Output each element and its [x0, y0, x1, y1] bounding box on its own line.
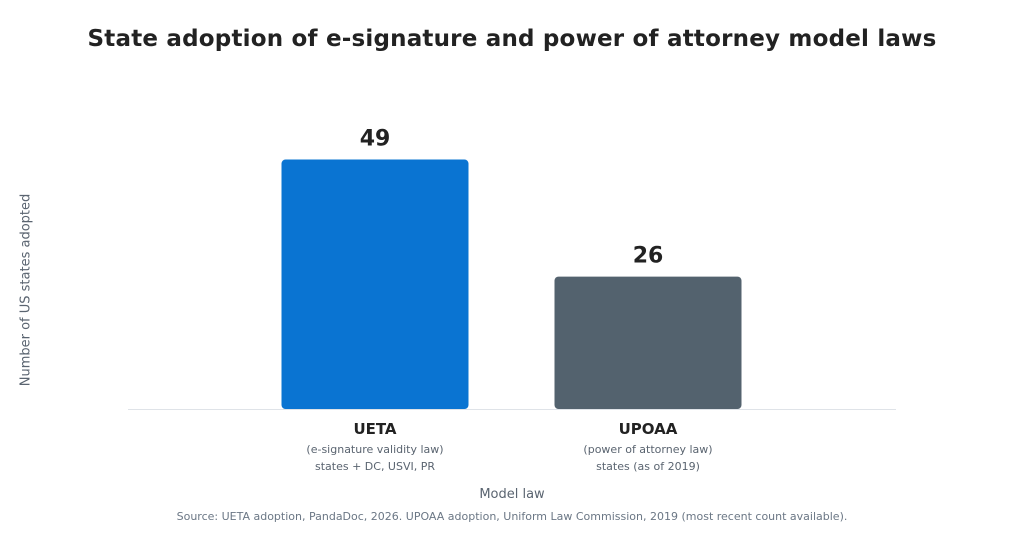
category-note-upoaa: (power of attorney law): [583, 443, 712, 456]
bar-upoaa: [554, 276, 742, 409]
x-axis-label: Model law: [479, 487, 545, 502]
source-note: Source: UETA adoption, PandaDoc, 2026. U…: [176, 510, 848, 523]
chart-title: State adoption of e-signature and power …: [87, 26, 937, 52]
category-note-ueta: (e-signature validity law): [306, 443, 443, 456]
category-label-ueta: UETA: [353, 420, 396, 438]
category-label-upoaa: UPOAA: [619, 420, 678, 438]
category-note-ueta: states + DC, USVI, PR: [315, 460, 435, 473]
bar-value-label-upoaa: 26: [633, 244, 664, 269]
bar-value-label-ueta: 49: [360, 127, 391, 152]
category-note-upoaa: states (as of 2019): [596, 460, 700, 473]
bar-ueta: [281, 159, 469, 409]
